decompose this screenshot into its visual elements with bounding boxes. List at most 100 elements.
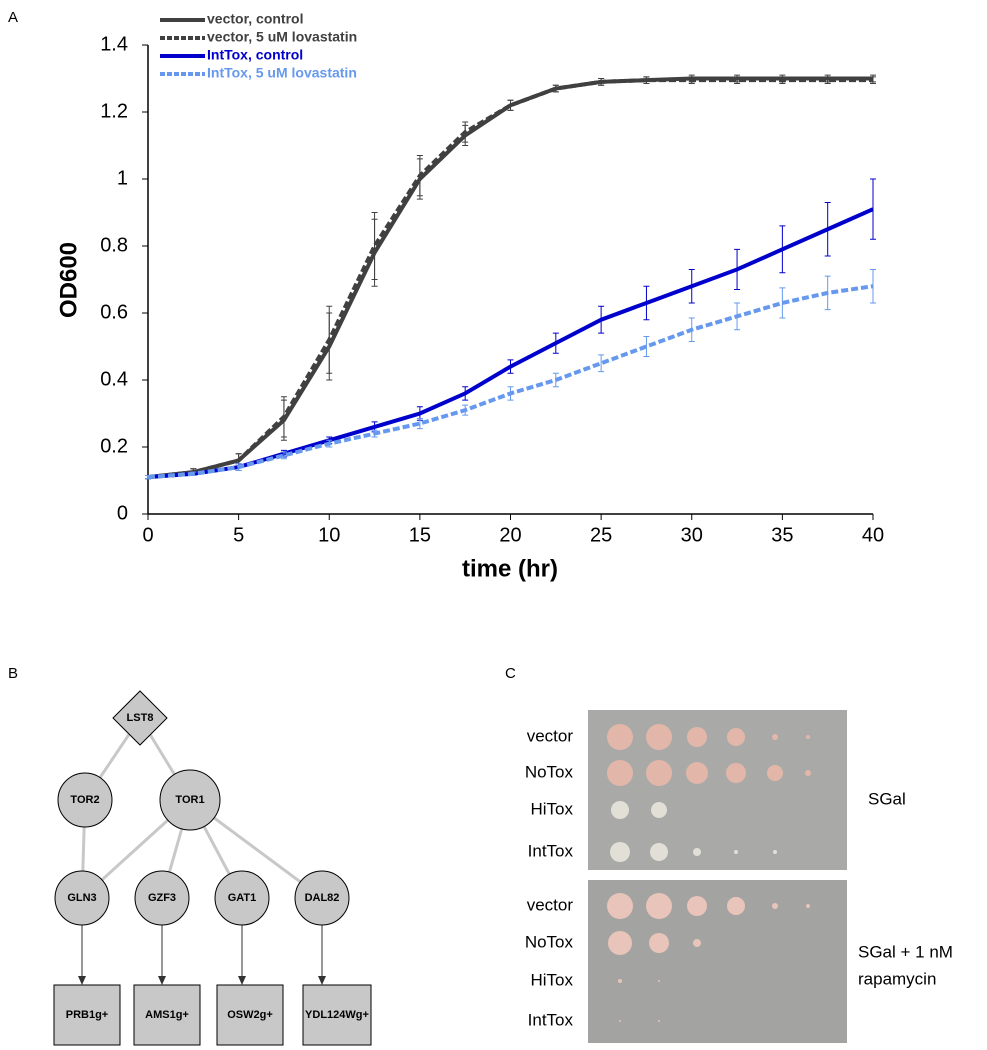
colony-spot	[806, 904, 810, 908]
node-label: TOR1	[175, 794, 204, 806]
condition-label: SGal	[868, 789, 906, 808]
strain-label: HiTox	[530, 799, 573, 818]
error-bar	[371, 212, 378, 280]
error-bar	[280, 451, 287, 460]
colony-spot	[726, 763, 746, 783]
error-bar	[507, 99, 514, 111]
colony-spot	[767, 765, 783, 781]
series-line	[147, 207, 874, 480]
node-label: GAT1	[228, 892, 257, 904]
colony-spot	[687, 896, 707, 916]
error-bar	[416, 418, 423, 430]
y-tick-label: 0	[117, 502, 128, 524]
panel-label: C	[505, 665, 516, 682]
colony-spot	[693, 848, 701, 856]
y-tick-label: 0.8	[100, 234, 128, 256]
colony-spot	[610, 842, 630, 862]
colony-spot	[607, 724, 633, 750]
colony-spot	[650, 843, 668, 861]
condition-label: rapamycin	[858, 969, 936, 988]
legend-label: vector, 5 uM lovastatin	[207, 29, 357, 45]
colony-spot	[727, 897, 745, 915]
node-label: GLN3	[67, 892, 96, 904]
y-tick-label: 1	[117, 167, 128, 189]
node-shape	[57, 772, 113, 828]
x-axis-title: time (hr)	[462, 555, 558, 582]
y-axis-title: OD600	[55, 242, 82, 318]
node-shape	[112, 690, 168, 746]
colony-spot	[619, 1020, 621, 1022]
strain-label: vector	[527, 895, 574, 914]
colony-spot	[773, 850, 777, 854]
arrow-head	[158, 976, 166, 985]
arrow-head	[78, 976, 86, 985]
node-shape	[216, 984, 284, 1046]
colony-spot	[693, 939, 701, 947]
error-bar	[734, 76, 741, 85]
colony-spot	[658, 980, 660, 982]
x-tick-label: 15	[409, 524, 431, 546]
x-tick-label: 40	[862, 524, 884, 546]
x-tick-label: 5	[233, 524, 244, 546]
x-tick-label: 35	[771, 524, 793, 546]
panel-label: B	[8, 665, 18, 682]
colony-spot	[806, 735, 810, 739]
colony-spot	[687, 727, 707, 747]
error-bar	[643, 335, 650, 358]
colony-spot	[805, 770, 811, 776]
strain-label: NoTox	[525, 762, 574, 781]
panel-label: A	[8, 9, 18, 26]
error-bar	[643, 76, 650, 85]
x-tick-label: 0	[142, 524, 153, 546]
error-bar	[779, 287, 786, 319]
node-shape	[294, 870, 350, 926]
colony-spot	[618, 979, 622, 983]
series-line	[147, 76, 873, 480]
series-line	[147, 284, 874, 480]
strain-label: vector	[527, 726, 574, 745]
legend-label: vector, control	[207, 11, 303, 27]
node-shape	[53, 984, 121, 1046]
node-shape	[159, 769, 221, 831]
node-label: OSW2g+	[227, 1009, 273, 1021]
x-tick-label: 25	[590, 524, 612, 546]
colony-spot	[734, 850, 738, 854]
node-shape	[302, 984, 372, 1046]
colony-spot	[646, 724, 672, 750]
node-label: LST8	[127, 712, 154, 724]
arrow-head	[318, 976, 326, 985]
y-tick-label: 0.4	[100, 368, 128, 390]
colony-spot	[611, 801, 629, 819]
y-tick-label: 0.6	[100, 301, 128, 323]
y-tick-label: 1.2	[100, 100, 128, 122]
node-label: DAL82	[305, 892, 340, 904]
node-label: PRB1g+	[66, 1009, 109, 1021]
error-bar	[598, 354, 605, 373]
node-label: AMS1g+	[145, 1009, 189, 1021]
colony-spot	[658, 1020, 660, 1022]
strain-label: HiTox	[530, 970, 573, 989]
x-tick-label: 10	[318, 524, 340, 546]
colony-spot	[607, 893, 633, 919]
y-tick-label: 0.2	[100, 435, 128, 457]
node-shape	[133, 984, 201, 1046]
strain-label: IntTox	[528, 1010, 574, 1029]
node-shape	[134, 870, 190, 926]
y-tick-label: 1.4	[100, 33, 128, 55]
colony-spot	[608, 931, 632, 955]
node-label: TOR2	[70, 794, 99, 806]
legend-label: IntTox, 5 uM lovastatin	[207, 65, 357, 81]
node-label: YDL124Wg+	[305, 1009, 369, 1021]
node-shape	[214, 870, 270, 926]
series-line	[147, 78, 873, 480]
colony-spot	[686, 762, 708, 784]
node-label: GZF3	[148, 892, 176, 904]
colony-spot	[607, 760, 633, 786]
arrow-head	[238, 976, 246, 985]
colony-spot	[649, 933, 669, 953]
strain-label: IntTox	[528, 841, 574, 860]
colony-spot	[646, 760, 672, 786]
colony-spot	[646, 893, 672, 919]
colony-spot	[772, 903, 778, 909]
